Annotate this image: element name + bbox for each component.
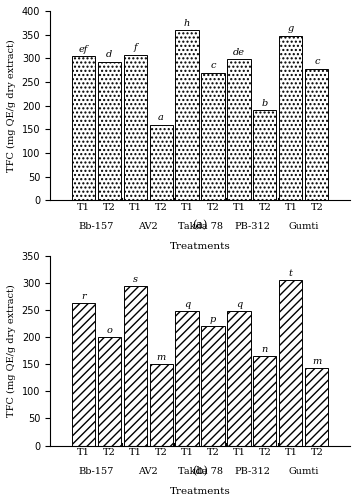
Text: d: d [106, 50, 112, 59]
Text: g: g [288, 24, 294, 34]
Text: c: c [210, 61, 216, 70]
Text: AV2: AV2 [138, 468, 158, 476]
Text: Treatments: Treatments [170, 487, 230, 496]
Text: Treatments: Treatments [170, 242, 230, 251]
Text: Bb-157: Bb-157 [79, 468, 114, 476]
Bar [305, 368, 328, 446]
Text: r: r [81, 292, 85, 301]
Text: s: s [132, 274, 137, 283]
Text: t: t [289, 269, 293, 278]
Bar [97, 62, 121, 200]
Bar [176, 312, 198, 446]
Text: q: q [236, 300, 242, 309]
Bar [176, 30, 198, 200]
Text: a: a [158, 114, 164, 122]
Text: h: h [184, 18, 190, 28]
Bar [72, 303, 95, 446]
Text: n: n [262, 345, 268, 354]
Bar [227, 312, 251, 446]
Y-axis label: TFC (mg QE/g dry extract): TFC (mg QE/g dry extract) [7, 284, 16, 417]
Text: Gumti: Gumti [289, 222, 319, 231]
Bar [280, 280, 302, 446]
Bar [201, 72, 225, 200]
Text: Takda 78: Takda 78 [177, 468, 222, 476]
Text: (a): (a) [192, 220, 208, 230]
Text: b: b [262, 99, 268, 108]
Text: o: o [106, 326, 112, 335]
Text: Takda 78: Takda 78 [177, 222, 222, 231]
Text: AV2: AV2 [138, 222, 158, 231]
Text: q: q [184, 300, 190, 309]
Bar [150, 124, 172, 200]
Bar [253, 356, 276, 446]
Text: Bb-157: Bb-157 [79, 222, 114, 231]
Text: p: p [210, 315, 216, 324]
Text: PB-312: PB-312 [234, 468, 270, 476]
Bar [150, 364, 172, 446]
Text: f: f [133, 43, 137, 52]
Bar [280, 36, 302, 200]
Text: (b): (b) [192, 466, 208, 476]
Text: m: m [156, 353, 166, 362]
Bar [305, 68, 328, 200]
Text: m: m [312, 357, 322, 366]
Bar [72, 56, 95, 201]
Text: de: de [233, 48, 245, 57]
Bar [124, 54, 147, 201]
Bar [227, 60, 251, 200]
Bar [97, 338, 121, 446]
Text: ef: ef [79, 44, 88, 54]
Y-axis label: TFC (mg QE/g dry extract): TFC (mg QE/g dry extract) [7, 40, 16, 172]
Bar [124, 286, 147, 446]
Text: PB-312: PB-312 [234, 222, 270, 231]
Bar [201, 326, 225, 446]
Text: c: c [314, 58, 320, 66]
Bar [253, 110, 276, 200]
Text: Gumti: Gumti [289, 468, 319, 476]
